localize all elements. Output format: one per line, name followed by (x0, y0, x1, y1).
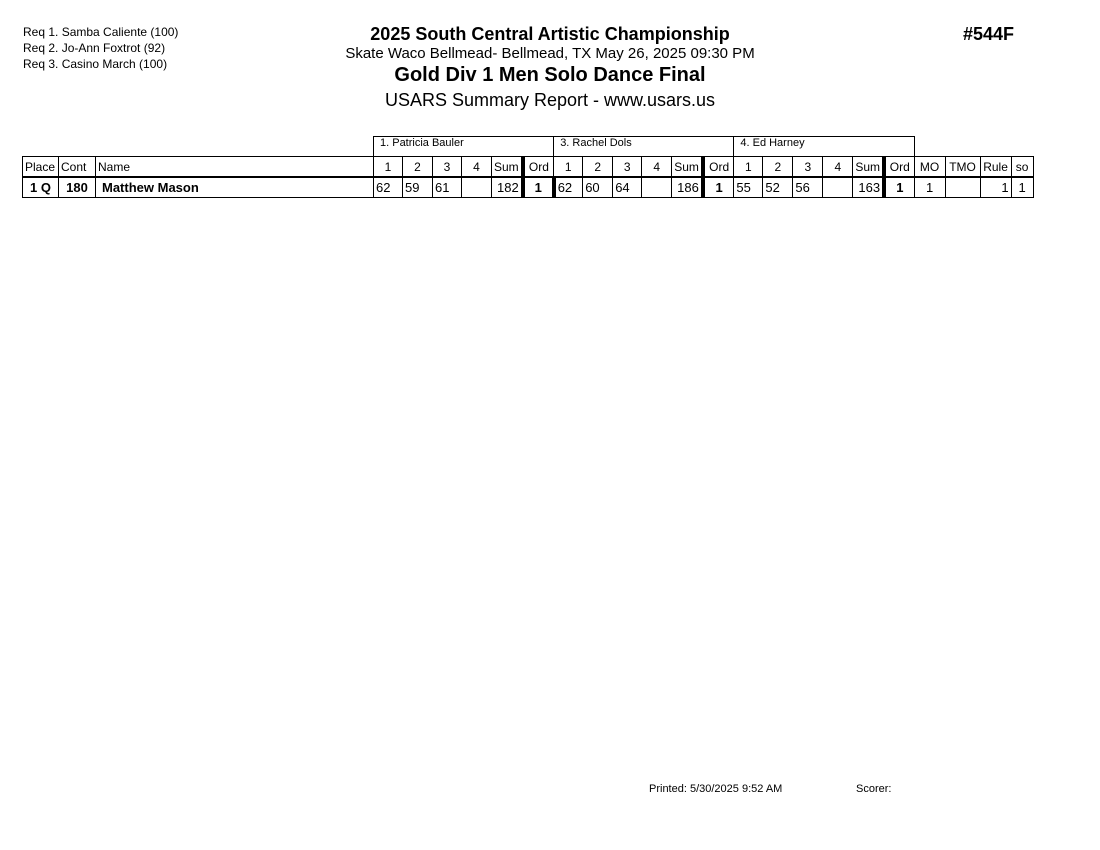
header-score-1: 1 (733, 156, 764, 178)
j1-score-4 (461, 176, 492, 198)
header-score-3: 3 (432, 156, 462, 178)
requirement-1: Req 1. Samba Caliente (100) (23, 25, 179, 39)
header-score-2: 2 (762, 156, 794, 178)
j2-sum: 186 (671, 176, 704, 198)
header-mo: MO (913, 156, 946, 178)
requirement-2: Req 2. Jo-Ann Foxtrot (92) (23, 41, 166, 55)
table-row: 1 Q 180 Matthew Mason 62 59 61 182 1 62 … (22, 176, 1034, 198)
header-sum: Sum (852, 156, 885, 178)
header-sum: Sum (671, 156, 704, 178)
header-so: so (1010, 156, 1034, 178)
event-name: Gold Div 1 Men Solo Dance Final (394, 64, 706, 86)
so-cell: 1 (1010, 176, 1034, 198)
header-score-3: 3 (612, 156, 643, 178)
header-ord: Ord (700, 156, 735, 178)
mo-cell: 1 (913, 176, 946, 198)
j3-sum: 163 (852, 176, 885, 198)
report-title: USARS Summary Report - www.usars.us (384, 90, 716, 110)
j1-sum: 182 (490, 176, 524, 198)
j3-score-2: 52 (762, 176, 794, 198)
j1-score-2: 59 (402, 176, 433, 198)
header-cont: Cont (58, 156, 96, 178)
j2-score-2: 60 (582, 176, 614, 198)
j1-ord: 1 (520, 176, 556, 198)
header-score-4: 4 (822, 156, 854, 178)
header-score-1: 1 (553, 156, 584, 178)
header-sum: Sum (490, 156, 524, 178)
header-place: Place (22, 156, 59, 178)
competition-title: 2025 South Central Artistic Championship (370, 24, 730, 44)
header-score-4: 4 (641, 156, 673, 178)
skater-name: Matthew Mason (95, 176, 374, 198)
j2-score-4 (641, 176, 673, 198)
header-score-4: 4 (461, 156, 492, 178)
location-date: Skate Waco Bellmead- Bellmead, TX May 26… (345, 45, 755, 62)
j2-ord: 1 (700, 176, 735, 198)
cont-cell: 180 (58, 176, 96, 198)
printed-timestamp: Printed: 5/30/2025 9:52 AM (649, 783, 783, 795)
place-cell: 1 Q (22, 176, 59, 198)
header-ord: Ord (882, 156, 915, 178)
header-score-2: 2 (402, 156, 433, 178)
header-score-3: 3 (792, 156, 824, 178)
judge-1-name: 1. Patricia Bauler (372, 136, 555, 157)
results-table: 1. Patricia Bauler 3. Rachel Dols 4. Ed … (22, 136, 1034, 198)
tmo-cell (944, 176, 981, 198)
j2-score-1: 62 (553, 176, 584, 198)
event-code: #544F (963, 24, 1015, 44)
j3-score-1: 55 (733, 176, 764, 198)
judge-2-name: 3. Rachel Dols (553, 136, 735, 157)
j3-score-4 (822, 176, 854, 198)
header-rule: Rule (979, 156, 1012, 178)
j1-score-3: 61 (432, 176, 462, 198)
j2-score-3: 64 (612, 176, 643, 198)
judge-header-row: 1. Patricia Bauler 3. Rachel Dols 4. Ed … (23, 136, 1034, 157)
j1-score-1: 62 (373, 176, 403, 198)
j3-ord: 1 (882, 176, 915, 198)
requirement-3: Req 3. Casino March (100) (23, 57, 168, 71)
header-ord: Ord (520, 156, 555, 178)
judge-3-name: 4. Ed Harney (733, 136, 915, 157)
j3-score-3: 56 (792, 176, 824, 198)
header-tmo: TMO (944, 156, 981, 178)
header-name: Name (95, 156, 374, 178)
scorer-label: Scorer: (856, 783, 892, 795)
header-score-1: 1 (373, 156, 403, 178)
header-score-2: 2 (582, 156, 614, 178)
column-header-row: Place Cont Name 1 2 3 4 Sum Ord 1 2 3 4 … (22, 156, 1034, 178)
rule-cell: 1 (979, 176, 1012, 198)
